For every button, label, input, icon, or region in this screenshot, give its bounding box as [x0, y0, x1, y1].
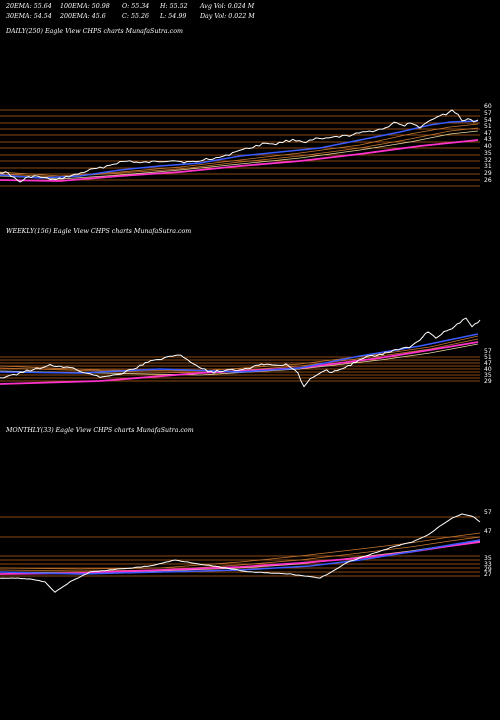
monthly-panel-title: MONTHLY(33) Eagle View CHPS charts Munaf… — [6, 427, 194, 434]
monthly-y-tick-27: 27 — [484, 571, 492, 578]
open-label: O: 55.34 — [122, 3, 150, 10]
daily-y-tick-54: 54 — [484, 117, 492, 124]
monthly-band-line-1 — [0, 536, 481, 572]
day-vol-label: Day Vol: 0.022 M — [200, 13, 255, 20]
monthly-y-tick-33: 33 — [484, 561, 492, 568]
monthly-y-tick-47: 47 — [484, 528, 492, 535]
daily-y-tick-57: 57 — [484, 110, 492, 117]
weekly-y-tick-51: 51 — [484, 354, 492, 361]
weekly-y-tick-57: 57 — [484, 348, 492, 355]
daily-y-tick-31: 31 — [484, 163, 492, 170]
daily-price-line — [0, 109, 479, 183]
daily-y-tick-47: 47 — [484, 130, 492, 137]
daily-ema-slow-line — [0, 139, 479, 182]
daily-y-tick-35: 35 — [484, 150, 492, 157]
weekly-y-tick-35: 35 — [484, 372, 492, 379]
weekly-band-line-0 — [0, 335, 479, 372]
daily-y-tick-51: 51 — [484, 123, 492, 130]
low-label: L: 54.99 — [160, 13, 187, 20]
monthly-ema-fast-line — [0, 539, 481, 575]
weekly-band-line-2 — [0, 343, 479, 376]
monthly-y-tick-57: 57 — [484, 509, 492, 516]
monthly-band-line-0 — [0, 532, 481, 570]
avg-vol-label: Avg Vol: 0.024 M — [200, 3, 255, 10]
daily-panel-title: DAILY(250) Eagle View CHPS charts Munafa… — [6, 28, 183, 35]
daily-band-line-2 — [0, 130, 479, 180]
ema100-label: 100EMA: 50.98 — [60, 3, 110, 10]
ema30-label: 30EMA: 54.54 — [6, 13, 52, 20]
daily-y-tick-43: 43 — [484, 136, 492, 143]
monthly-y-tick-29: 29 — [484, 566, 492, 573]
weekly-panel-title: WEEKLY(156) Eagle View CHPS charts Munaf… — [6, 228, 192, 235]
ema20-label: 20EMA: 55.64 — [6, 3, 52, 10]
high-label: H: 55.52 — [160, 3, 188, 10]
weekly-band-line-1 — [0, 338, 479, 374]
daily-y-tick-26: 26 — [484, 177, 492, 184]
daily-y-tick-29: 29 — [484, 170, 492, 177]
daily-y-tick-40: 40 — [484, 143, 492, 150]
ema200-label: 200EMA: 45.6 — [60, 13, 106, 20]
weekly-y-tick-40: 40 — [484, 366, 492, 373]
monthly-y-tick-35: 35 — [484, 555, 492, 562]
daily-band-line-1 — [0, 127, 479, 178]
daily-y-tick-60: 60 — [484, 103, 492, 110]
weekly-price-line — [0, 317, 481, 388]
daily-y-tick-32: 32 — [484, 157, 492, 164]
weekly-y-tick-29: 29 — [484, 378, 492, 385]
weekly-y-tick-47: 47 — [484, 360, 492, 367]
daily-ema-fast-line — [0, 120, 479, 179]
monthly-price-line — [0, 513, 481, 593]
close-label: C: 55.26 — [122, 13, 149, 20]
